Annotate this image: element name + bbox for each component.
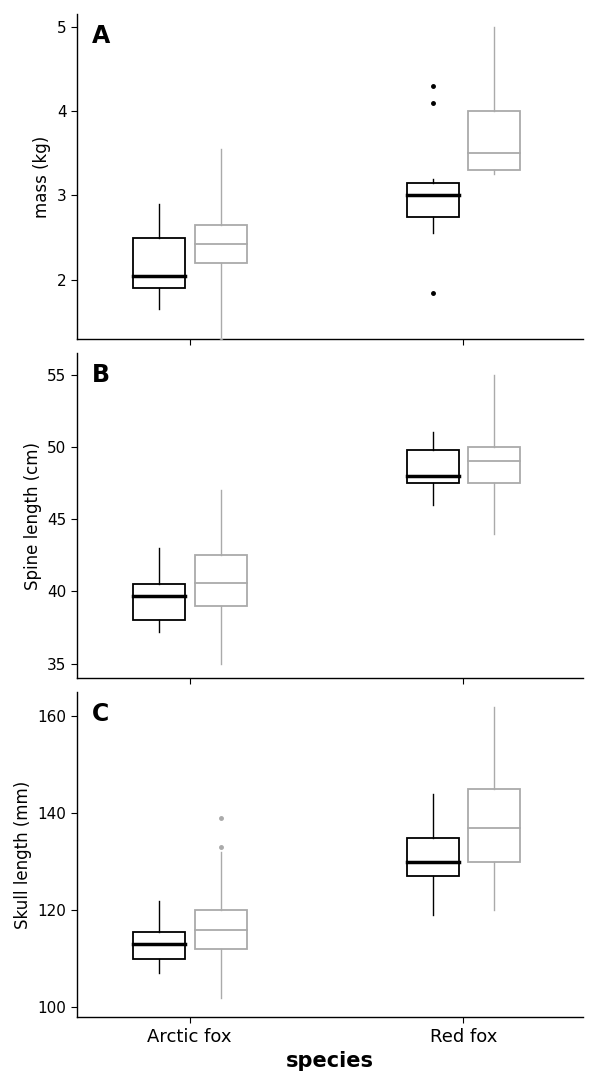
Bar — [195, 910, 247, 949]
Y-axis label: Skull length (mm): Skull length (mm) — [14, 780, 32, 929]
Text: C: C — [92, 702, 109, 726]
Bar — [407, 182, 458, 217]
Bar — [195, 556, 247, 605]
Bar — [195, 225, 247, 263]
Bar — [468, 789, 520, 861]
Y-axis label: mass (kg): mass (kg) — [33, 136, 51, 218]
Text: A: A — [92, 24, 110, 48]
Bar — [468, 447, 520, 483]
Y-axis label: Spine length (cm): Spine length (cm) — [23, 442, 42, 589]
Bar — [133, 238, 185, 289]
Bar — [468, 111, 520, 170]
Text: B: B — [92, 362, 110, 386]
Bar — [133, 932, 185, 959]
X-axis label: species: species — [286, 1051, 374, 1071]
Bar — [407, 838, 458, 877]
Bar — [133, 584, 185, 621]
Bar — [407, 450, 458, 483]
